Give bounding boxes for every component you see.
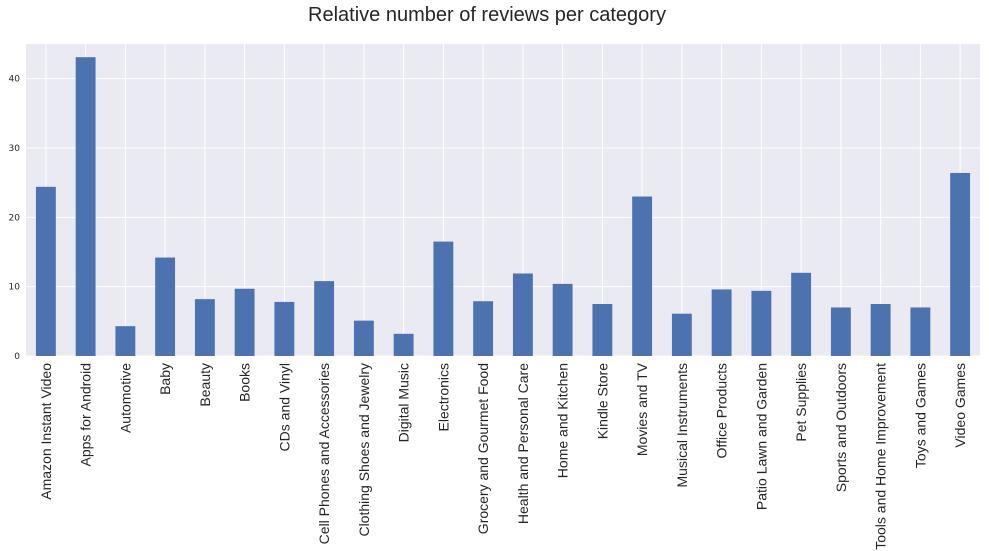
x-tick-label: Clothing Shoes and Jewelry <box>356 363 372 537</box>
x-tick-label: CDs and Vinyl <box>276 363 292 451</box>
bar-apps-for-android <box>75 57 96 356</box>
bar-cell-phones-and-accessories <box>314 281 335 356</box>
bar-musical-instruments <box>671 313 692 356</box>
bar-amazon-instant-video <box>35 186 56 356</box>
x-tick-label: Musical Instruments <box>674 363 690 487</box>
bar-clothing-shoes-and-jewelry <box>353 320 374 356</box>
y-tick-label: 0 <box>14 352 20 362</box>
x-tick-label: Beauty <box>197 363 213 407</box>
bar-beauty <box>194 299 215 356</box>
x-tick-label: Kindle Store <box>594 363 610 439</box>
x-tick-label: Grocery and Gourmet Food <box>475 363 491 534</box>
bar-automotive <box>115 326 136 356</box>
bar-office-products <box>711 289 732 356</box>
x-tick-label: Home and Kitchen <box>555 363 571 478</box>
bar-grocery-and-gourmet-food <box>473 301 494 356</box>
bar-movies-and-tv <box>632 196 653 356</box>
x-tick-label: Tools and Home Improvement <box>873 363 889 550</box>
x-tick-label: Sports and Outdoors <box>833 363 849 492</box>
x-tick-label: Digital Music <box>396 363 412 442</box>
y-tick-label: 30 <box>9 144 21 154</box>
bar-tools-and-home-improvement <box>870 304 891 356</box>
x-tick-label: Cell Phones and Accessories <box>316 363 332 544</box>
bar-kindle-store <box>592 304 613 356</box>
bar-patio-lawn-and-garden <box>751 290 772 356</box>
bar-toys-and-games <box>910 307 931 356</box>
bar-health-and-personal-care <box>512 273 533 356</box>
x-tick-label: Toys and Games <box>912 363 928 468</box>
y-tick-label: 10 <box>9 283 21 293</box>
bar-home-and-kitchen <box>552 283 573 356</box>
y-tick-label: 20 <box>9 213 21 223</box>
x-tick-label: Pet Supplies <box>793 363 809 442</box>
x-axis-labels: Amazon Instant Video Apps for Android Auto… <box>38 362 968 549</box>
chart-title: Relative number of reviews per category <box>308 4 666 26</box>
x-tick-label: Apps for Android <box>78 363 94 467</box>
plot-area <box>26 44 980 356</box>
x-tick-label: Office Products <box>714 363 730 458</box>
bar-electronics <box>433 241 454 356</box>
bar-digital-music <box>393 333 414 356</box>
y-axis-ticks: 0 10 20 30 40 <box>9 75 21 362</box>
x-tick-label: Automotive <box>117 363 133 433</box>
bars <box>35 57 971 356</box>
x-tick-label: Health and Personal Care <box>515 363 531 524</box>
bar-sports-and-outdoors <box>830 307 851 356</box>
x-tick-label: Patio Lawn and Garden <box>753 363 769 510</box>
bar-books <box>234 288 255 356</box>
bar-cds-and-vinyl <box>274 301 295 356</box>
bar-baby <box>155 257 176 356</box>
y-tick-label: 40 <box>9 75 21 85</box>
x-tick-label: Baby <box>157 363 173 395</box>
bar-pet-supplies <box>791 272 812 356</box>
x-tick-label: Amazon Instant Video <box>38 363 54 500</box>
x-tick-label: Movies and TV <box>634 362 650 456</box>
x-tick-label: Electronics <box>435 363 451 431</box>
x-tick-label: Video Games <box>952 363 968 448</box>
bar-video-games <box>950 172 971 356</box>
x-tick-label: Books <box>237 363 253 402</box>
